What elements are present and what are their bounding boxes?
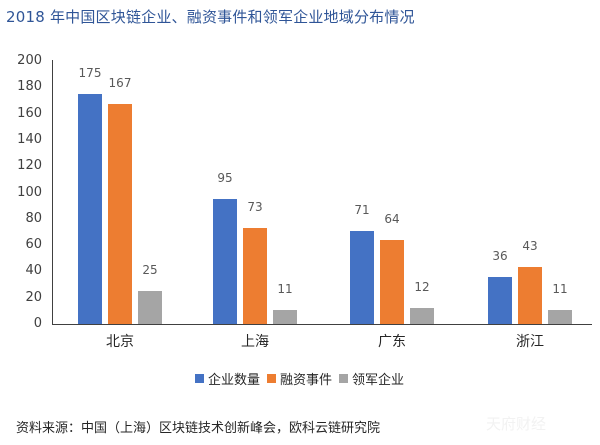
data-label: 12 <box>414 280 430 295</box>
watermark: 天府财经 <box>486 415 547 433</box>
legend-label: 领军企业 <box>352 373 405 388</box>
y-tick-label: 180 <box>17 79 42 95</box>
x-category-label: 上海 <box>241 334 269 350</box>
bar-企业数量 <box>78 93 102 324</box>
bar-融资事件 <box>518 267 542 324</box>
data-label: 11 <box>552 281 568 296</box>
legend-item: 融资事件 <box>267 369 332 388</box>
data-label: 64 <box>384 211 400 226</box>
bar-领军企业 <box>138 291 162 324</box>
data-label: 167 <box>108 76 132 91</box>
data-label: 11 <box>277 281 293 296</box>
data-label: 43 <box>522 239 538 254</box>
x-category-label: 广东 <box>378 334 406 350</box>
data-label: 71 <box>354 202 370 217</box>
bar-企业数量 <box>488 276 512 324</box>
bar-融资事件 <box>380 239 404 324</box>
y-tick-label: 200 <box>17 53 42 68</box>
data-label: 73 <box>247 200 263 214</box>
legend-item: 领军企业 <box>339 369 404 388</box>
legend-label: 融资事件 <box>280 373 333 388</box>
bar-融资事件 <box>108 104 132 324</box>
bar-领军企业 <box>410 308 434 324</box>
bar-企业数量 <box>213 199 237 324</box>
legend-swatch-icon <box>339 374 349 383</box>
source-note: 资料来源：中国（上海）区块链技术创新峰会，欧科云链研究院 <box>16 421 381 436</box>
bar-领军企业 <box>548 309 572 324</box>
y-tick-label: 0 <box>33 316 42 331</box>
y-tick-label: 120 <box>17 158 42 174</box>
data-label: 25 <box>142 263 158 278</box>
y-tick-label: 20 <box>25 289 42 305</box>
data-label: 95 <box>217 171 233 186</box>
bar-企业数量 <box>350 230 374 324</box>
y-tick-label: 140 <box>17 131 42 147</box>
bar-领军企业 <box>273 309 297 324</box>
bar-融资事件 <box>243 228 267 324</box>
legend-item: 企业数量 <box>195 369 260 388</box>
chart-legend: 企业数量 融资事件 领军企业 <box>195 369 411 388</box>
data-label: 175 <box>78 65 102 80</box>
y-tick-label: 100 <box>17 184 42 200</box>
x-category-label: 北京 <box>106 334 134 350</box>
y-tick-label: 160 <box>17 105 42 121</box>
data-label: 36 <box>492 248 508 263</box>
x-category-label: 浙江 <box>516 334 544 350</box>
y-tick-label: 40 <box>25 263 42 279</box>
y-tick-label: 60 <box>25 237 42 253</box>
legend-label: 企业数量 <box>208 373 261 388</box>
legend-swatch-icon <box>267 374 277 383</box>
y-tick-label: 80 <box>25 210 42 226</box>
y-axis-line <box>52 60 53 325</box>
chart-title: 2018 年中国区块链企业、融资事件和领军企业地域分布情况 <box>6 8 415 26</box>
x-axis-line <box>52 324 592 325</box>
legend-swatch-icon <box>195 374 204 383</box>
